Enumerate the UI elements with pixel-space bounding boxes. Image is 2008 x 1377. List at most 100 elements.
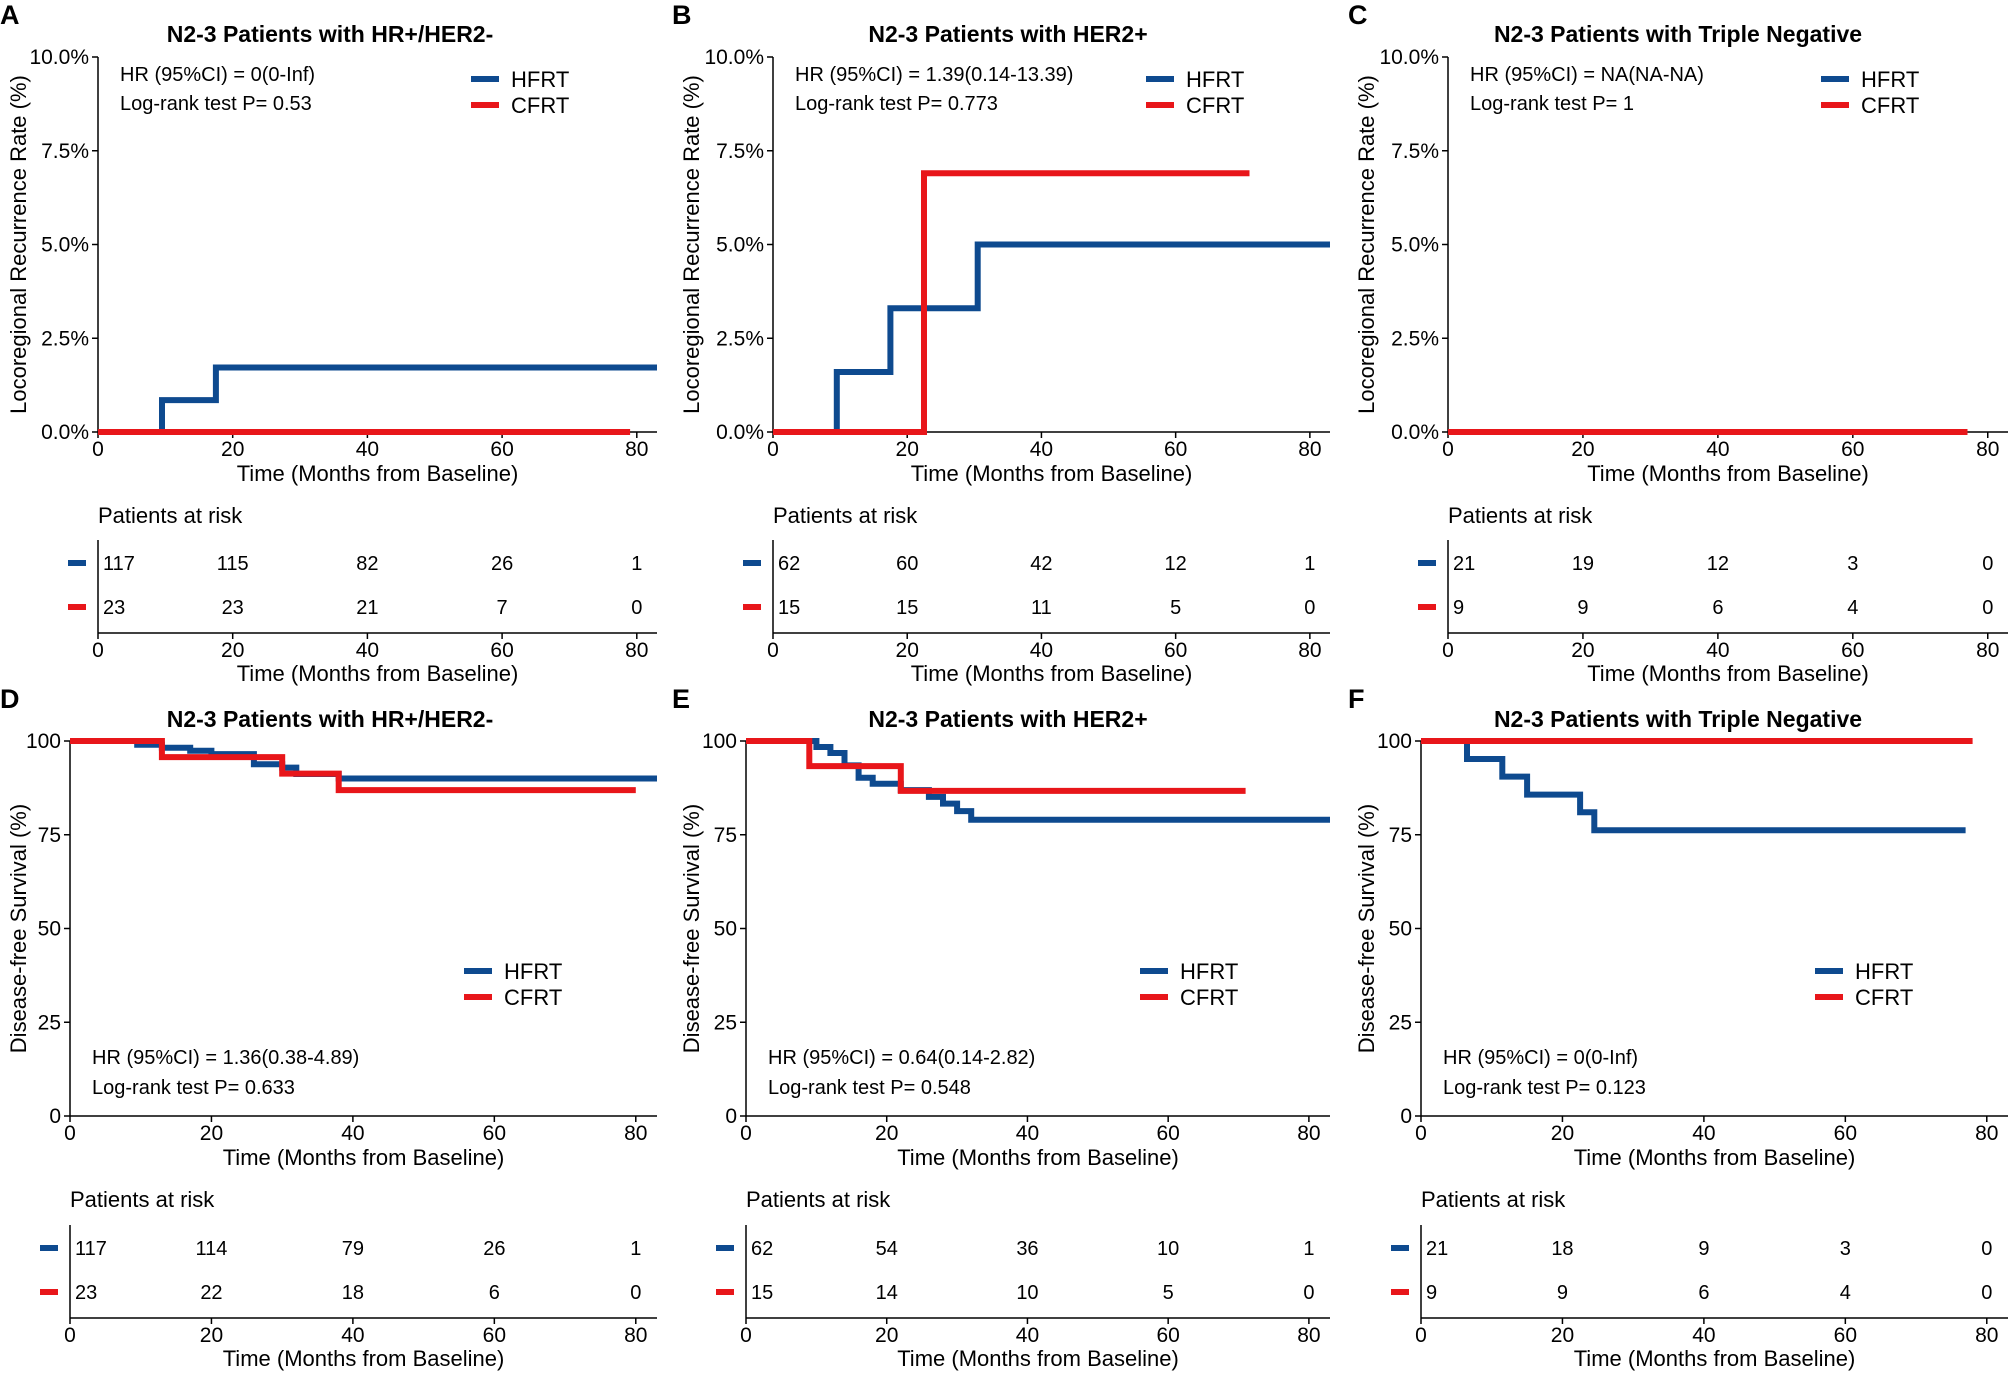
risk-count-cfrt: 22 — [200, 1282, 222, 1304]
y-tick-label: 25 — [714, 1011, 737, 1034]
risk-x-axis-label: Time (Months from Baseline) — [223, 1346, 505, 1371]
x-tick-label: 60 — [490, 438, 513, 461]
x-tick-label: 40 — [1016, 1122, 1039, 1145]
risk-count-hfrt: 3 — [1847, 553, 1858, 575]
x-tick-label: 0 — [64, 1122, 76, 1145]
risk-count-hfrt: 114 — [196, 1238, 228, 1260]
series-line-hfrt — [98, 364, 657, 435]
risk-count-hfrt: 12 — [1707, 553, 1729, 575]
risk-count-cfrt: 0 — [630, 1282, 641, 1304]
risk-x-tick-label: 80 — [625, 639, 648, 662]
risk-x-tick-label: 40 — [1016, 1324, 1039, 1347]
risk-count-hfrt: 82 — [356, 553, 378, 575]
y-tick-label: 10.0% — [1379, 46, 1439, 69]
risk-x-tick-label: 80 — [1975, 1324, 1998, 1347]
panel-letter: A — [0, 0, 20, 30]
panel-c: C N2-3 Patients with Triple Negative Locor… — [1348, 0, 2008, 686]
y-axis-label: Disease-free Survival (%) — [679, 804, 704, 1053]
x-tick-label: 20 — [875, 1122, 898, 1145]
panel-letter: E — [672, 684, 690, 714]
risk-x-tick-label: 20 — [1571, 639, 1594, 662]
y-tick-label: 0 — [1400, 1105, 1412, 1128]
chart-title: N2-3 Patients with Triple Negative — [1494, 21, 1862, 47]
risk-count-cfrt: 4 — [1840, 1282, 1851, 1304]
risk-count-hfrt: 1 — [631, 553, 642, 575]
x-axis-label: Time (Months from Baseline) — [223, 1145, 505, 1170]
x-tick-label: 0 — [1415, 1122, 1427, 1145]
risk-count-hfrt: 1 — [1303, 1238, 1314, 1260]
risk-count-cfrt: 9 — [1453, 597, 1464, 619]
panel-letter: D — [0, 684, 20, 714]
risk-count-hfrt: 0 — [1982, 553, 1993, 575]
risk-x-tick-label: 40 — [1030, 639, 1053, 662]
risk-x-axis-label: Time (Months from Baseline) — [911, 661, 1193, 686]
risk-x-tick-label: 60 — [490, 639, 513, 662]
y-tick-label: 50 — [714, 918, 737, 941]
risk-table-title: Patients at risk — [70, 1187, 215, 1212]
risk-x-axis-label: Time (Months from Baseline) — [897, 1346, 1179, 1371]
y-tick-label: 2.5% — [41, 327, 89, 350]
x-tick-label: 80 — [624, 1122, 647, 1145]
hr-annotation: HR (95%CI) = 0.64(0.14-2.82) — [768, 1047, 1035, 1069]
risk-count-cfrt: 21 — [356, 597, 378, 619]
hr-annotation: HR (95%CI) = 0(0-Inf) — [1443, 1047, 1638, 1069]
y-tick-label: 10.0% — [704, 46, 764, 69]
risk-x-tick-label: 40 — [341, 1324, 364, 1347]
legend-label-hfrt: HFRT — [1861, 67, 1919, 92]
legend-label-hfrt: HFRT — [1180, 959, 1238, 984]
risk-count-cfrt: 0 — [1982, 597, 1993, 619]
risk-x-tick-label: 0 — [92, 639, 104, 662]
legend-label-cfrt: CFRT — [511, 93, 569, 118]
y-tick-label: 5.0% — [716, 234, 764, 257]
risk-count-cfrt: 4 — [1847, 597, 1858, 619]
risk-x-tick-label: 20 — [875, 1324, 898, 1347]
risk-count-hfrt: 3 — [1840, 1238, 1851, 1260]
y-tick-label: 50 — [1389, 918, 1412, 941]
risk-count-hfrt: 117 — [75, 1238, 107, 1260]
risk-count-cfrt: 0 — [1303, 1282, 1314, 1304]
x-tick-label: 60 — [1164, 438, 1187, 461]
risk-table-title: Patients at risk — [773, 503, 918, 528]
y-tick-label: 25 — [38, 1011, 61, 1034]
risk-count-cfrt: 6 — [1712, 597, 1723, 619]
risk-count-cfrt: 5 — [1170, 597, 1181, 619]
risk-x-tick-label: 80 — [624, 1324, 647, 1347]
risk-x-tick-label: 80 — [1298, 639, 1321, 662]
risk-x-tick-label: 40 — [1706, 639, 1729, 662]
logrank-annotation: Log-rank test P= 0.773 — [795, 93, 998, 115]
y-tick-label: 25 — [1389, 1011, 1412, 1034]
risk-count-hfrt: 115 — [217, 553, 249, 575]
hr-annotation: HR (95%CI) = NA(NA-NA) — [1470, 64, 1704, 86]
risk-count-cfrt: 9 — [1577, 597, 1588, 619]
hr-annotation: HR (95%CI) = 0(0-Inf) — [120, 64, 315, 86]
risk-count-cfrt: 7 — [497, 597, 508, 619]
y-tick-label: 75 — [38, 824, 61, 847]
risk-x-tick-label: 0 — [740, 1324, 752, 1347]
y-tick-label: 2.5% — [716, 327, 764, 350]
series-line-hfrt — [773, 241, 1330, 435]
chart-title: N2-3 Patients with HR+/HER2- — [167, 706, 494, 732]
risk-count-cfrt: 0 — [631, 597, 642, 619]
legend-label-hfrt: HFRT — [1186, 67, 1244, 92]
risk-count-cfrt: 9 — [1557, 1282, 1568, 1304]
risk-x-tick-label: 80 — [1297, 1324, 1320, 1347]
y-tick-label: 100 — [26, 730, 61, 753]
risk-count-cfrt: 14 — [876, 1282, 898, 1304]
series-line-hfrt — [746, 738, 1330, 823]
x-tick-label: 20 — [1551, 1122, 1574, 1145]
chart-title: N2-3 Patients with HR+/HER2- — [167, 21, 494, 47]
y-tick-label: 0 — [49, 1105, 61, 1128]
x-tick-label: 80 — [1298, 438, 1321, 461]
risk-count-hfrt: 36 — [1016, 1238, 1038, 1260]
legend-label-cfrt: CFRT — [504, 985, 562, 1010]
risk-count-hfrt: 1 — [1304, 553, 1315, 575]
legend-label-hfrt: HFRT — [1855, 959, 1913, 984]
risk-table-title: Patients at risk — [1448, 503, 1593, 528]
risk-count-hfrt: 21 — [1426, 1238, 1448, 1260]
risk-count-cfrt: 23 — [103, 597, 125, 619]
risk-x-tick-label: 60 — [483, 1324, 506, 1347]
y-tick-label: 100 — [702, 730, 737, 753]
x-tick-label: 60 — [1834, 1122, 1857, 1145]
risk-count-cfrt: 23 — [222, 597, 244, 619]
x-axis-label: Time (Months from Baseline) — [1587, 461, 1869, 486]
